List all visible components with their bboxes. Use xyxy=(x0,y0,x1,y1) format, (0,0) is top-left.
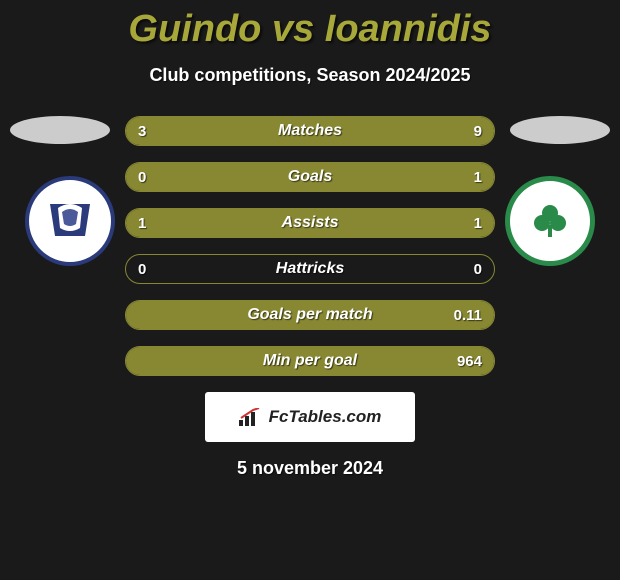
stat-fill-right xyxy=(218,117,494,145)
stat-label: Goals xyxy=(288,168,332,186)
stat-label: Matches xyxy=(278,122,342,140)
stat-label: Assists xyxy=(282,214,339,232)
stat-value-right: 964 xyxy=(457,353,482,370)
lamia-logo-icon xyxy=(25,176,115,266)
stat-value-right: 9 xyxy=(474,123,482,140)
footer-date: 5 november 2024 xyxy=(0,458,620,479)
stat-row: 0 Goals 1 xyxy=(125,162,495,192)
stat-row: 3 Matches 9 xyxy=(125,116,495,146)
stat-value-left: 1 xyxy=(138,215,146,232)
stat-label: Min per goal xyxy=(263,352,357,370)
player-marker-left xyxy=(10,116,110,144)
stat-value-left: 3 xyxy=(138,123,146,140)
player-marker-right xyxy=(510,116,610,144)
stats-list: 3 Matches 9 0 Goals 1 1 Assists 1 0 Hattricks 0 Goal… xyxy=(125,116,495,376)
brand-label: FcTables.com xyxy=(269,407,382,427)
fctables-logo-icon xyxy=(239,408,263,426)
panathinaikos-logo-icon xyxy=(505,176,595,266)
stat-row: Goals per match 0.11 xyxy=(125,300,495,330)
stat-value-left: 0 xyxy=(138,169,146,186)
stat-value-right: 1 xyxy=(474,169,482,186)
stat-row: 1 Assists 1 xyxy=(125,208,495,238)
stat-label: Hattricks xyxy=(276,260,344,278)
stat-label: Goals per match xyxy=(247,306,372,324)
stat-row: 0 Hattricks 0 xyxy=(125,254,495,284)
club-badge-right xyxy=(505,166,595,276)
brand-footer[interactable]: FcTables.com xyxy=(205,392,415,442)
stat-value-right: 0.11 xyxy=(454,307,482,324)
stat-value-left: 0 xyxy=(138,261,146,278)
stat-row: Min per goal 964 xyxy=(125,346,495,376)
club-badge-left xyxy=(25,166,115,276)
comparison-area: 3 Matches 9 0 Goals 1 1 Assists 1 0 Hattricks 0 Goal… xyxy=(0,116,620,376)
page-title: Guindo vs Ioannidis xyxy=(0,0,620,51)
stat-value-right: 0 xyxy=(474,261,482,278)
stat-value-right: 1 xyxy=(474,215,482,232)
subtitle: Club competitions, Season 2024/2025 xyxy=(0,65,620,86)
